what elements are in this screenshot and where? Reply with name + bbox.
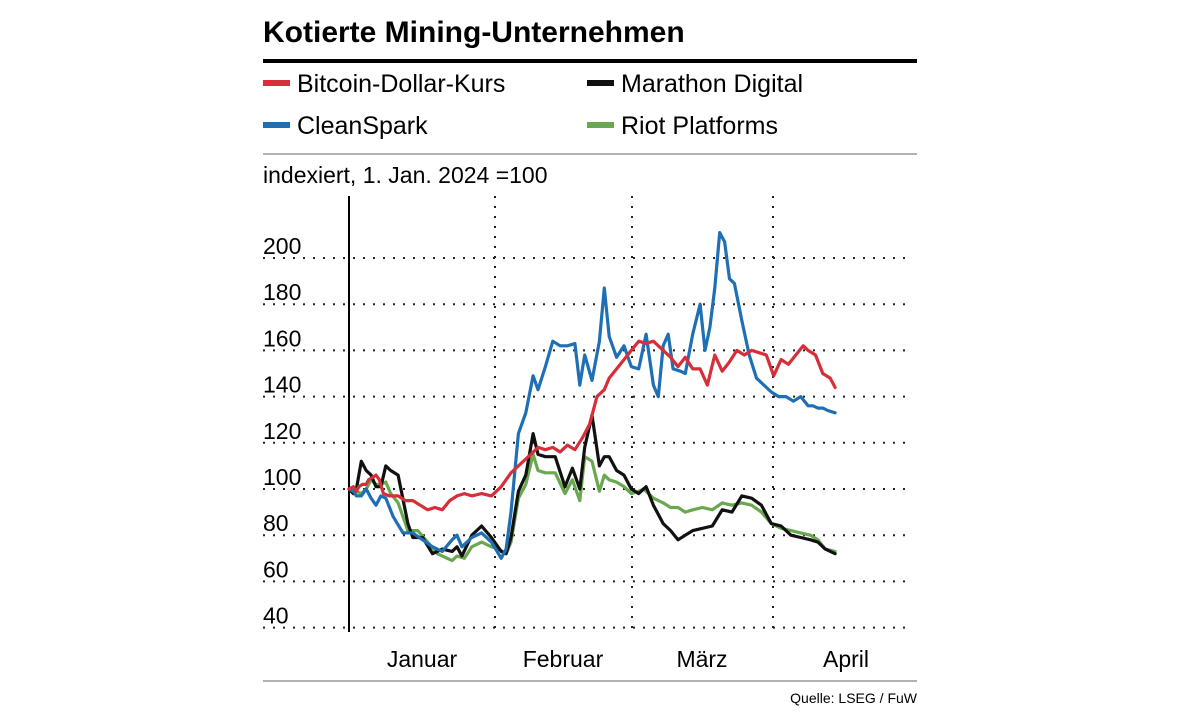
x-tick-label: März: [676, 646, 727, 672]
source-note: Quelle: LSEG / FuW: [790, 690, 918, 706]
x-tick-label: April: [823, 646, 869, 672]
series-line-cleanspark: [347, 231, 837, 560]
chart-title: Kotierte Mining-Unternehmen: [263, 16, 685, 49]
legend-label-riot: Riot Platforms: [621, 112, 778, 140]
legend: Bitcoin-Dollar-Kurs Marathon Digital Cle…: [263, 70, 803, 140]
grid-layer: [263, 196, 910, 632]
chart-subtitle: indexiert, 1. Jan. 2024 =100: [263, 162, 548, 188]
y-tick-label: 100: [263, 464, 301, 490]
x-axis-month-labels: Januar Februar März April: [387, 646, 869, 672]
legend-label-marathon: Marathon Digital: [621, 70, 803, 98]
y-tick-label: 40: [263, 603, 289, 629]
y-tick-label: 120: [263, 418, 301, 444]
y-tick-label: 200: [263, 233, 301, 259]
y-tick-label: 140: [263, 372, 301, 398]
y-axis-ticks: 200 180 160 140 120 100 80 60 40: [263, 233, 301, 629]
y-tick-label: 80: [263, 510, 289, 536]
y-tick-label: 180: [263, 279, 301, 305]
series-line-marathon: [347, 413, 837, 558]
y-tick-label: 160: [263, 325, 301, 351]
legend-label-cleanspark: CleanSpark: [297, 112, 428, 140]
y-tick-label: 60: [263, 556, 289, 582]
x-tick-label: Januar: [387, 646, 458, 672]
series-layer: [347, 231, 837, 563]
x-tick-label: Februar: [523, 646, 604, 672]
series-line-bitcoin: [347, 339, 837, 512]
legend-label-bitcoin: Bitcoin-Dollar-Kurs: [297, 70, 505, 98]
